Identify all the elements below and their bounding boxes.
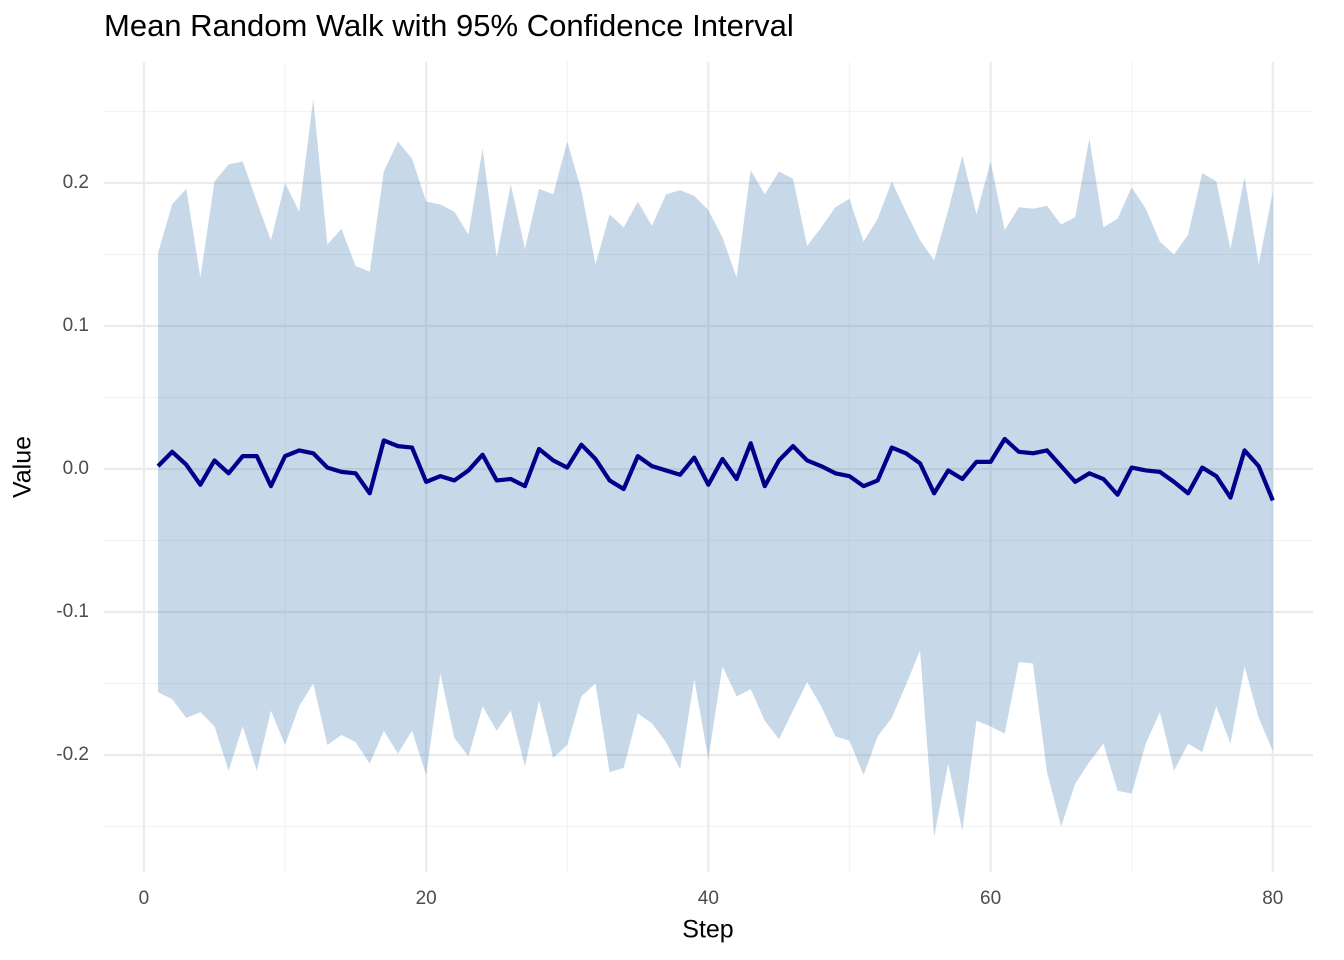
y-tick-label: -0.2: [56, 744, 89, 765]
grid: [104, 62, 1313, 872]
y-tick-label: 0.2: [63, 172, 89, 193]
chart-title: Mean Random Walk with 95% Confidence Int…: [104, 8, 794, 43]
x-tick-label: 40: [698, 888, 719, 909]
x-tick-label: 80: [1262, 888, 1283, 909]
tick-labels: 0 20 40 60 80 -0.2 -0.1 0.0 0.1 0.2: [56, 172, 1283, 909]
x-axis-title: Step: [682, 916, 733, 944]
plot-area: [156, 98, 1275, 837]
x-tick-label: 0: [139, 888, 150, 909]
y-axis-title: Value: [9, 436, 37, 498]
x-tick-label: 60: [980, 888, 1001, 909]
y-tick-label: 0.1: [63, 315, 89, 336]
mean-line: [156, 436, 1275, 502]
x-tick-label: 20: [416, 888, 437, 909]
y-tick-label: 0.0: [63, 458, 89, 479]
y-tick-label: -0.1: [56, 601, 89, 622]
